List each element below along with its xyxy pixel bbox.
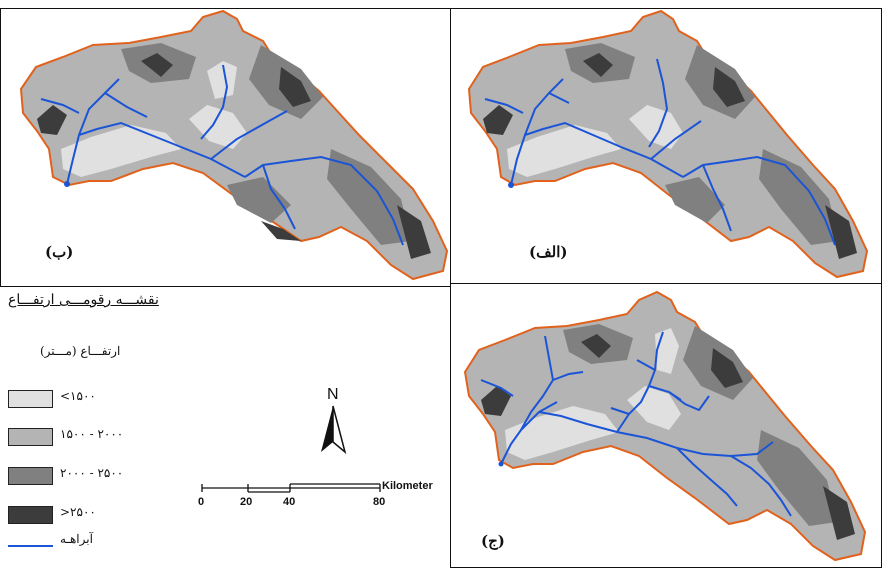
legend-label-below-1500: <۱۵۰۰: [60, 389, 96, 403]
legend: نقشـــه رقومـــی ارتفـــاع ارتفـــاع (مـ…: [0, 286, 450, 568]
legend-label-2000-2500: ۲۰۰۰ - ۲۵۰۰: [60, 466, 124, 480]
north-label: N: [327, 386, 339, 403]
basin-map-b: [19, 9, 449, 281]
basin-map-jim: [463, 290, 867, 562]
north-arrow: N: [315, 386, 355, 456]
legend-swatch-below-1500: [8, 390, 53, 408]
scale-tick-20: 20: [240, 496, 253, 508]
river-network: [480, 331, 792, 517]
legend-label-1500-2000: ۱۵۰۰ - ۲۰۰۰: [60, 427, 124, 441]
scale-bar-graphic: [201, 483, 381, 493]
scale-tick-0: 0: [198, 496, 205, 508]
map-panel-alef: (الف): [450, 8, 882, 285]
scale-tick-40: 40: [283, 496, 296, 508]
legend-title: نقشـــه رقومـــی ارتفـــاع: [8, 292, 159, 308]
scale-bar: 0 20 40 80 Kilometer: [190, 478, 450, 518]
north-arrow-icon: [321, 405, 347, 455]
legend-swatch-1500-2000: [8, 428, 53, 446]
basin-map-alef: [467, 9, 869, 279]
map-panel-b: (ب): [0, 8, 452, 287]
legend-swatch-2000-2500: [8, 467, 53, 485]
panel-label-alef: (الف): [529, 243, 568, 261]
legend-subtitle: ارتفـــاع (مـــتر): [40, 344, 121, 358]
scale-unit: Kilometer: [382, 480, 433, 492]
legend-river-line: [8, 545, 53, 547]
panel-label-b: (ب): [45, 243, 74, 261]
legend-swatch-above-2500: [8, 506, 53, 524]
map-panel-jim: (ج): [450, 283, 882, 568]
river-network: [484, 58, 836, 246]
scale-tick-80: 80: [373, 496, 386, 508]
legend-label-river: آبراهـه: [60, 532, 93, 546]
river-network: [40, 64, 404, 246]
legend-label-above-2500: >۲۵۰۰: [60, 505, 96, 519]
panel-label-jim: (ج): [481, 532, 505, 550]
